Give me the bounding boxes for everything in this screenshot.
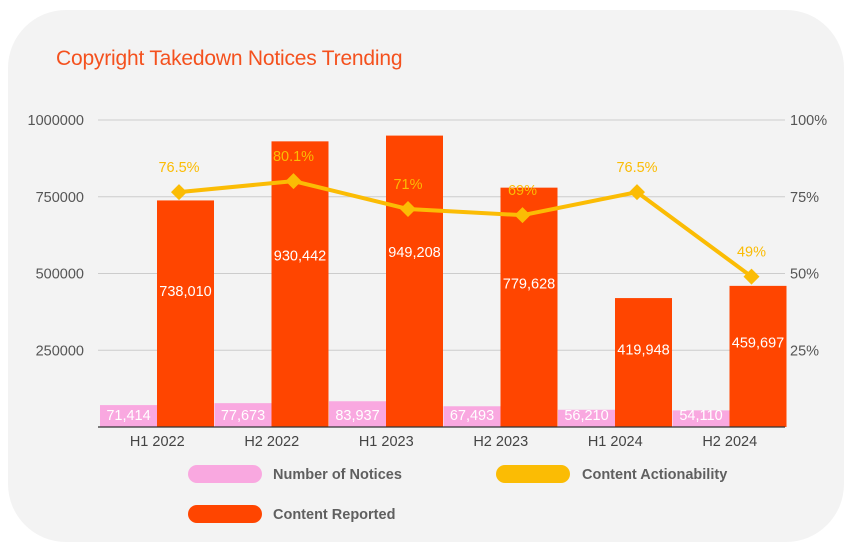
- line-point-label: 69%: [508, 183, 537, 199]
- legend-swatch: [188, 465, 262, 483]
- x-tick-label: H2 2024: [702, 434, 757, 450]
- line-point-label: 49%: [737, 245, 766, 261]
- line-point-marker: [629, 184, 645, 201]
- bar-notices: [329, 401, 386, 427]
- line-point-marker: [285, 173, 302, 190]
- bar-notices: [672, 410, 730, 427]
- line-point-label: 80.1%: [273, 149, 314, 165]
- bar-notices: [214, 403, 272, 427]
- y-left-tick-label: 1000000: [28, 113, 84, 129]
- x-tick-label: H2 2023: [473, 434, 528, 450]
- bar-content-reported-label: 930,442: [274, 249, 326, 265]
- y-right-tick-label: 25%: [790, 343, 819, 359]
- line-point-marker: [743, 268, 760, 285]
- bar-notices-label: 77,673: [221, 408, 265, 424]
- bar-content-reported-label: 779,628: [503, 276, 555, 292]
- legend-label: Content Reported: [273, 507, 395, 523]
- bar-notices-label: 71,414: [106, 408, 150, 424]
- line-point-label: 76.5%: [616, 160, 657, 176]
- y-right-tick-label: 50%: [790, 267, 819, 283]
- legend-label: Content Actionability: [582, 467, 727, 483]
- bar-content-reported-label: 459,697: [732, 335, 784, 351]
- line-point-label: 71%: [393, 177, 422, 193]
- x-tick-label: H1 2022: [130, 434, 185, 450]
- bar-content-reported: [615, 298, 672, 427]
- y-left-tick-label: 750000: [36, 190, 84, 206]
- bar-content-reported-label: 738,010: [159, 284, 211, 300]
- bar-notices: [100, 405, 157, 427]
- bar-content-reported: [386, 135, 443, 427]
- chart-title: Copyright Takedown Notices Trending: [56, 47, 403, 70]
- line-point-marker: [400, 201, 416, 218]
- bar-content-reported: [729, 285, 787, 427]
- line-content-actionability: [178, 179, 753, 279]
- y-left-tick-label: 250000: [36, 343, 84, 359]
- bar-notices: [558, 409, 615, 427]
- y-right-tick-label: 75%: [790, 190, 819, 206]
- legend-swatch: [188, 505, 262, 523]
- x-tick-label: H1 2024: [588, 434, 643, 450]
- bar-notices-label: 83,937: [335, 408, 379, 424]
- bar-notices-label: 67,493: [450, 408, 494, 424]
- legend-label: Number of Notices: [273, 467, 402, 483]
- bar-notices: [443, 406, 501, 427]
- bar-content-reported: [500, 187, 558, 427]
- line-point-label: 76.5%: [158, 160, 199, 176]
- y-right-tick-label: 100%: [790, 113, 827, 129]
- y-left-tick-label: 500000: [36, 267, 84, 283]
- bar-notices-label: 56,210: [564, 408, 608, 424]
- x-tick-label: H1 2023: [359, 434, 414, 450]
- bar-content-reported-label: 949,208: [388, 245, 440, 261]
- bar-notices-label: 54,110: [679, 408, 722, 424]
- bar-content-reported: [157, 200, 214, 427]
- line-point-marker: [171, 184, 187, 201]
- x-tick-label: H2 2022: [244, 434, 299, 450]
- bar-content-reported-label: 419,948: [617, 343, 669, 359]
- legend-swatch: [496, 465, 570, 483]
- line-point-marker: [514, 207, 531, 224]
